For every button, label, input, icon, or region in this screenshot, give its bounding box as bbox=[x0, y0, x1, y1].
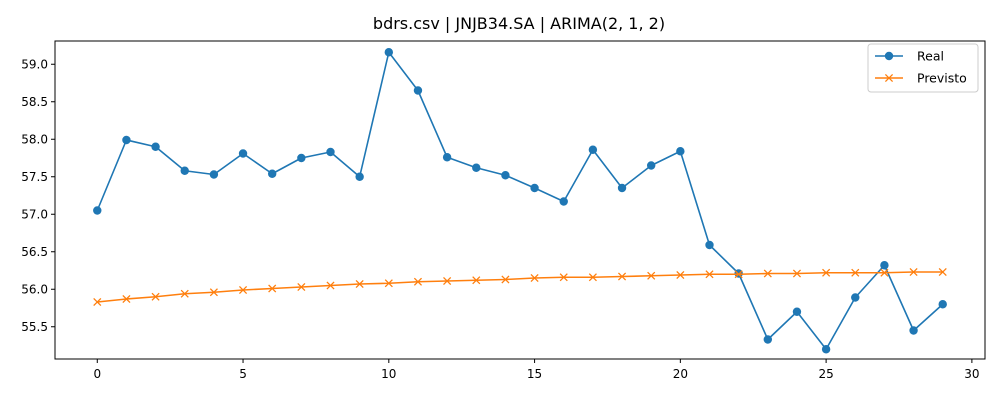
legend-label: Real bbox=[917, 49, 944, 64]
data-point bbox=[588, 145, 598, 154]
data-point bbox=[442, 153, 452, 162]
data-point bbox=[267, 169, 277, 178]
data-point bbox=[792, 269, 802, 278]
data-point bbox=[559, 273, 568, 282]
data-point bbox=[530, 183, 539, 193]
data-point bbox=[763, 335, 773, 344]
data-point bbox=[268, 284, 277, 293]
data-point bbox=[355, 172, 364, 181]
data-point bbox=[501, 171, 510, 180]
data-point bbox=[209, 288, 218, 297]
data-point bbox=[822, 268, 831, 277]
data-point bbox=[617, 272, 627, 281]
data-point bbox=[122, 135, 131, 145]
x-tick-label: 25 bbox=[818, 367, 833, 381]
y-tick-label: 55.5 bbox=[21, 320, 48, 334]
data-point bbox=[413, 277, 423, 286]
data-point bbox=[821, 345, 831, 354]
data-point bbox=[384, 279, 393, 288]
data-point bbox=[472, 276, 481, 285]
legend: Real Previsto bbox=[867, 43, 979, 93]
data-point bbox=[792, 307, 802, 316]
data-point bbox=[851, 293, 860, 302]
data-point bbox=[588, 273, 597, 282]
data-point bbox=[326, 147, 335, 157]
legend-item-previsto: Previsto bbox=[875, 71, 967, 86]
plot-frame bbox=[54, 40, 986, 360]
data-point bbox=[122, 294, 131, 304]
series-previsto bbox=[93, 267, 947, 307]
data-point bbox=[384, 48, 394, 57]
x-tick-label: 30 bbox=[964, 367, 979, 381]
data-point bbox=[355, 279, 364, 289]
legend-item-real: Real bbox=[875, 49, 944, 64]
x-tick-label: 5 bbox=[239, 367, 247, 381]
data-point bbox=[209, 170, 219, 179]
data-point bbox=[297, 153, 306, 163]
y-tick-label: 59.0 bbox=[21, 57, 48, 71]
series-line bbox=[97, 271, 943, 303]
data-point bbox=[93, 206, 102, 215]
legend-marker bbox=[884, 51, 894, 61]
data-point bbox=[413, 86, 423, 95]
data-point bbox=[530, 273, 539, 283]
data-point bbox=[909, 326, 918, 335]
data-point bbox=[647, 271, 656, 280]
data-point bbox=[326, 281, 335, 290]
x-tick-label: 10 bbox=[381, 367, 396, 381]
data-point bbox=[617, 183, 627, 193]
data-point bbox=[559, 197, 568, 206]
data-point bbox=[938, 300, 947, 309]
data-point bbox=[93, 297, 102, 307]
y-tick-label: 57.5 bbox=[21, 170, 48, 184]
x-tick-label: 15 bbox=[527, 367, 542, 381]
data-point bbox=[938, 267, 947, 277]
data-point bbox=[734, 270, 743, 279]
data-point bbox=[238, 285, 248, 295]
y-tick-label: 58.0 bbox=[21, 132, 48, 146]
plot-area bbox=[55, 41, 985, 359]
y-tick-label: 58.5 bbox=[21, 95, 48, 109]
data-point bbox=[705, 270, 714, 279]
data-point bbox=[851, 268, 860, 277]
data-point bbox=[472, 163, 481, 172]
data-point bbox=[238, 149, 248, 158]
legend-label: Previsto bbox=[917, 71, 967, 86]
data-point bbox=[151, 292, 160, 301]
data-point bbox=[676, 147, 685, 156]
data-point bbox=[180, 289, 189, 298]
x-tick-label: 20 bbox=[673, 367, 688, 381]
legend-marker bbox=[884, 73, 894, 83]
data-point bbox=[180, 166, 189, 175]
data-point bbox=[909, 267, 918, 277]
data-point bbox=[646, 161, 656, 170]
data-point bbox=[763, 269, 772, 278]
data-point bbox=[151, 142, 160, 151]
data-point bbox=[880, 261, 889, 270]
data-point bbox=[501, 275, 510, 284]
y-tick-label: 57.0 bbox=[21, 207, 48, 221]
data-point bbox=[297, 282, 306, 292]
y-tick-label: 56.5 bbox=[21, 245, 48, 259]
axes-layer: 0 5 10 15 20 25 30 55.5 56.0 56.5 57.0 57.5 58.0 58.5… bbox=[21, 57, 979, 381]
series-line bbox=[96, 51, 944, 351]
series-layer bbox=[93, 48, 947, 354]
data-point bbox=[880, 268, 889, 277]
data-point bbox=[443, 276, 452, 286]
data-point bbox=[705, 240, 714, 250]
chart-title: bdrs.csv | JNJB34.SA | ARIMA(2, 1, 2) bbox=[373, 14, 665, 33]
x-tick-label: 0 bbox=[93, 367, 101, 381]
y-tick-label: 56.0 bbox=[21, 282, 48, 296]
data-point bbox=[676, 270, 685, 280]
